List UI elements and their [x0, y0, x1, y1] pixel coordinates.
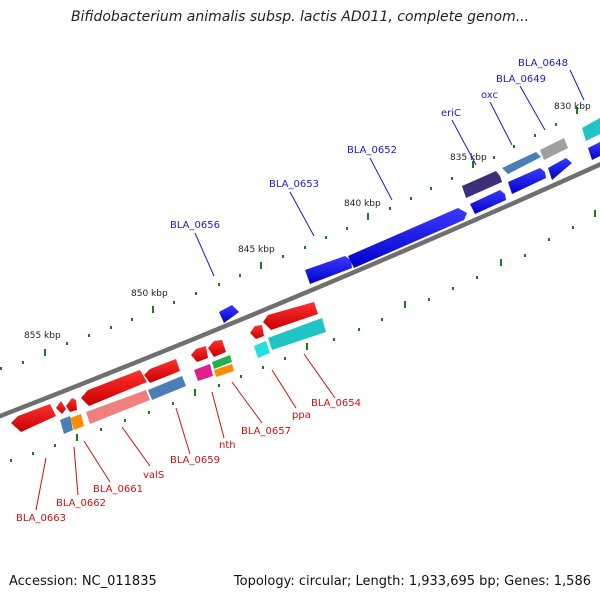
gene-nth-d[interactable]	[214, 364, 234, 377]
scale-label-830: 830 kbp	[554, 102, 591, 112]
label-vals[interactable]: valS	[143, 470, 164, 481]
scale-label-850: 850 kbp	[131, 289, 168, 299]
gene-bla-0653[interactable]	[305, 256, 352, 284]
label-bla-0649[interactable]: BLA_0649	[496, 74, 546, 85]
genome-backbone	[0, 162, 600, 419]
gene-bla-0656[interactable]	[219, 305, 239, 323]
gene-nth[interactable]	[191, 346, 208, 362]
label-bla-0653[interactable]: BLA_0653	[269, 179, 319, 190]
accession-text: Accession: NC_011835	[9, 574, 157, 589]
gene-nth-2[interactable]	[208, 340, 226, 357]
label-bla-0657[interactable]: BLA_0657	[241, 426, 291, 437]
gene-vals[interactable]	[81, 370, 147, 406]
gene-bla-0652[interactable]	[348, 208, 467, 268]
label-eric[interactable]: eriC	[441, 108, 461, 119]
label-bla-0656[interactable]: BLA_0656	[170, 220, 220, 231]
gene-bla-0648-2[interactable]	[588, 142, 600, 160]
label-bla-0654[interactable]: BLA_0654	[311, 398, 361, 409]
reverse-label-leaders	[35, 353, 336, 511]
gene-bla-0662[interactable]	[56, 401, 66, 414]
scale-label-845: 845 kbp	[238, 245, 275, 255]
gene-nth-c[interactable]	[212, 355, 232, 369]
gene-nth-b[interactable]	[194, 364, 213, 381]
gene-eric-2[interactable]	[470, 190, 506, 214]
gene-bla-0649[interactable]	[540, 138, 568, 160]
gene-bla-0657[interactable]	[250, 325, 264, 339]
gene-bla-0663[interactable]	[11, 404, 56, 432]
gene-bla-0657-b[interactable]	[254, 341, 270, 358]
gene-eric[interactable]	[462, 171, 502, 198]
label-bla-0652[interactable]: BLA_0652	[347, 145, 397, 156]
genome-summary-text: Topology: circular; Length: 1,933,695 bp…	[233, 574, 591, 589]
gene-bla-0648[interactable]	[582, 118, 600, 141]
label-bla-0659[interactable]: BLA_0659	[170, 455, 220, 466]
gene-bla-0649-2[interactable]	[548, 158, 572, 180]
gene-bla-0661-b[interactable]	[70, 414, 84, 430]
gene-bla-0661[interactable]	[66, 398, 77, 412]
label-bla-0662[interactable]: BLA_0662	[56, 498, 106, 509]
scale-label-835: 835 kbp	[450, 153, 487, 163]
map-title: Bifidobacterium animalis subsp. lactis A…	[70, 9, 530, 25]
outer-scale-ring	[0, 107, 578, 370]
label-bla-0661[interactable]: BLA_0661	[93, 484, 143, 495]
gene-oxc-2[interactable]	[508, 168, 546, 194]
inner-scale-ring	[10, 210, 596, 462]
label-bla-0663[interactable]: BLA_0663	[16, 513, 66, 524]
forward-strand-genes	[219, 118, 600, 323]
scale-label-840: 840 kbp	[344, 199, 381, 209]
scale-label-855: 855 kbp	[24, 331, 61, 341]
forward-label-leaders	[194, 69, 585, 277]
gene-bla-0654[interactable]	[268, 318, 326, 350]
gene-ppa[interactable]	[263, 302, 318, 330]
gene-bla-0659-b[interactable]	[148, 376, 186, 400]
reverse-strand-genes	[11, 302, 326, 434]
gene-vals-b[interactable]	[86, 390, 150, 424]
label-oxc[interactable]: oxc	[481, 90, 498, 101]
label-bla-0648[interactable]: BLA_0648	[518, 58, 568, 69]
gene-bla-0659[interactable]	[144, 359, 180, 383]
label-ppa[interactable]: ppa	[292, 410, 311, 421]
gene-oxc[interactable]	[502, 152, 541, 174]
label-nth[interactable]: nth	[219, 440, 236, 451]
gene-bla-0662-b[interactable]	[60, 416, 73, 434]
